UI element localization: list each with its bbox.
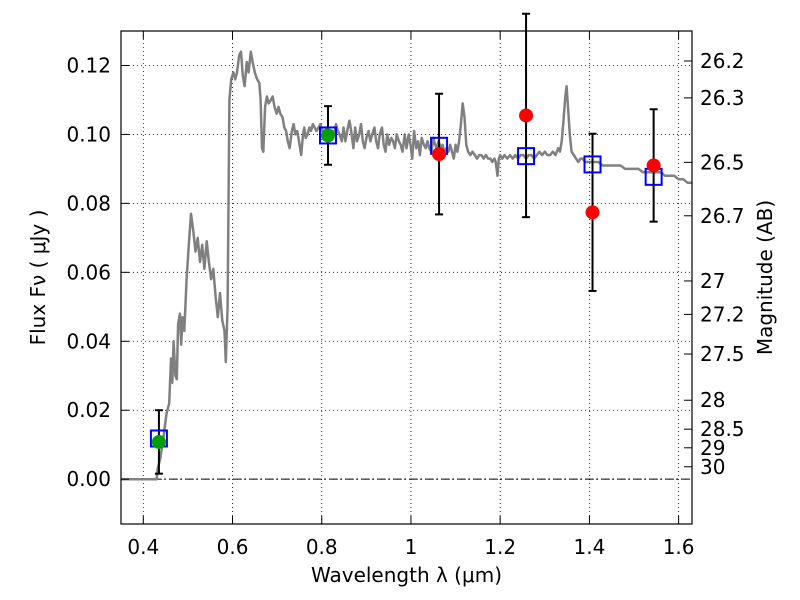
- right-tick-label: 27.2: [700, 302, 745, 326]
- right-tick-label: 30: [700, 455, 725, 479]
- right-tick-label: 26.3: [700, 86, 745, 110]
- y-axis-right-label: Magnitude (AB): [753, 200, 777, 355]
- y-axis-left: 0.00 0.02 0.04 0.06 0.08 0.10 0.12: [66, 53, 129, 491]
- x-axis-label: Wavelength λ (μm): [311, 563, 502, 587]
- right-tick-label: 28: [700, 388, 725, 412]
- plot-area: [121, 12, 692, 481]
- observed-point: [432, 147, 447, 162]
- observed-point: [646, 158, 661, 173]
- x-tick-label: 1.6: [663, 535, 695, 559]
- grid: [121, 31, 692, 524]
- x-tick-label: 1: [405, 535, 418, 559]
- x-axis: 0.4 0.6 0.8 1 1.2 1.4 1.6: [127, 31, 695, 559]
- model-photometry-square: [517, 147, 536, 166]
- observed-point: [151, 434, 166, 449]
- x-tick-label: 1.4: [573, 535, 605, 559]
- right-tick-label: 26.2: [700, 49, 745, 73]
- right-tick-label: 27: [700, 269, 725, 293]
- y-tick-label: 0.10: [66, 122, 111, 146]
- x-tick-label: 0.8: [306, 535, 338, 559]
- right-tick-label: 29: [700, 436, 725, 460]
- observed-point: [519, 108, 534, 123]
- y-tick-label: 0.06: [66, 260, 111, 284]
- x-tick-label: 1.2: [484, 535, 516, 559]
- y-tick-label: 0.12: [66, 53, 111, 77]
- model-photometry-square: [318, 126, 337, 145]
- x-tick-label: 0.6: [217, 535, 249, 559]
- right-tick-label: 26.7: [700, 204, 745, 228]
- model-spectrum-line: [121, 50, 692, 481]
- y-tick-label: 0.04: [66, 329, 111, 353]
- right-tick-label: 28.5: [700, 417, 745, 441]
- right-tick-label: 26.5: [700, 150, 745, 174]
- right-tick-label: 27.5: [700, 342, 745, 366]
- y-tick-label: 0.02: [66, 398, 111, 422]
- observed-point: [320, 128, 335, 143]
- plot-frame: [120, 30, 693, 525]
- x-tick-label: 0.4: [127, 535, 159, 559]
- y-tick-label: 0.08: [66, 191, 111, 215]
- model-photometry-square: [583, 155, 602, 174]
- y-axis-label: Flux Fν ( μJy ): [26, 210, 50, 346]
- y-tick-label: 0.00: [66, 467, 111, 491]
- observed-point: [585, 205, 600, 220]
